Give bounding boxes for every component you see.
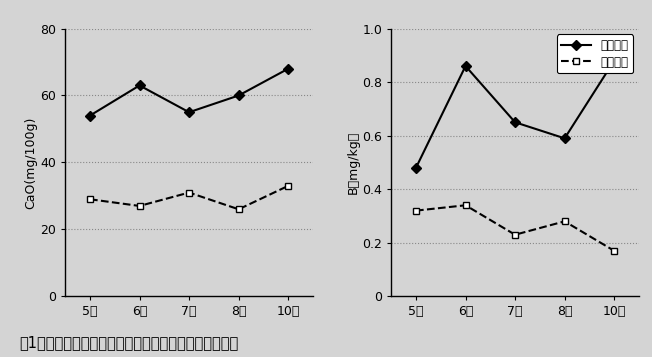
無処理区 (511, 233, 519, 237)
Text: 図1　土壌中の交換性カルシウム及び可給態ホウ素濃度: 図1 土壌中の交換性カルシウム及び可給態ホウ素濃度 (20, 335, 239, 350)
Legend: 脱硫剤区, 無処理区: 脱硫剤区, 無処理区 (557, 35, 633, 74)
脱硫剤区 (561, 136, 569, 140)
脱硫剤区 (511, 120, 519, 125)
無処理区 (610, 248, 618, 253)
無処理区 (561, 219, 569, 223)
脱硫剤区 (610, 59, 618, 63)
脱硫剤区 (412, 166, 420, 170)
Y-axis label: B（mg/kg）: B（mg/kg） (346, 131, 359, 194)
Y-axis label: CaO(mg/100g): CaO(mg/100g) (24, 116, 37, 208)
Line: 無処理区: 無処理区 (413, 202, 617, 254)
無処理区 (412, 208, 420, 213)
無処理区 (462, 203, 469, 207)
Line: 脱硫剤区: 脱硫剤区 (413, 57, 617, 171)
脱硫剤区 (462, 64, 469, 68)
